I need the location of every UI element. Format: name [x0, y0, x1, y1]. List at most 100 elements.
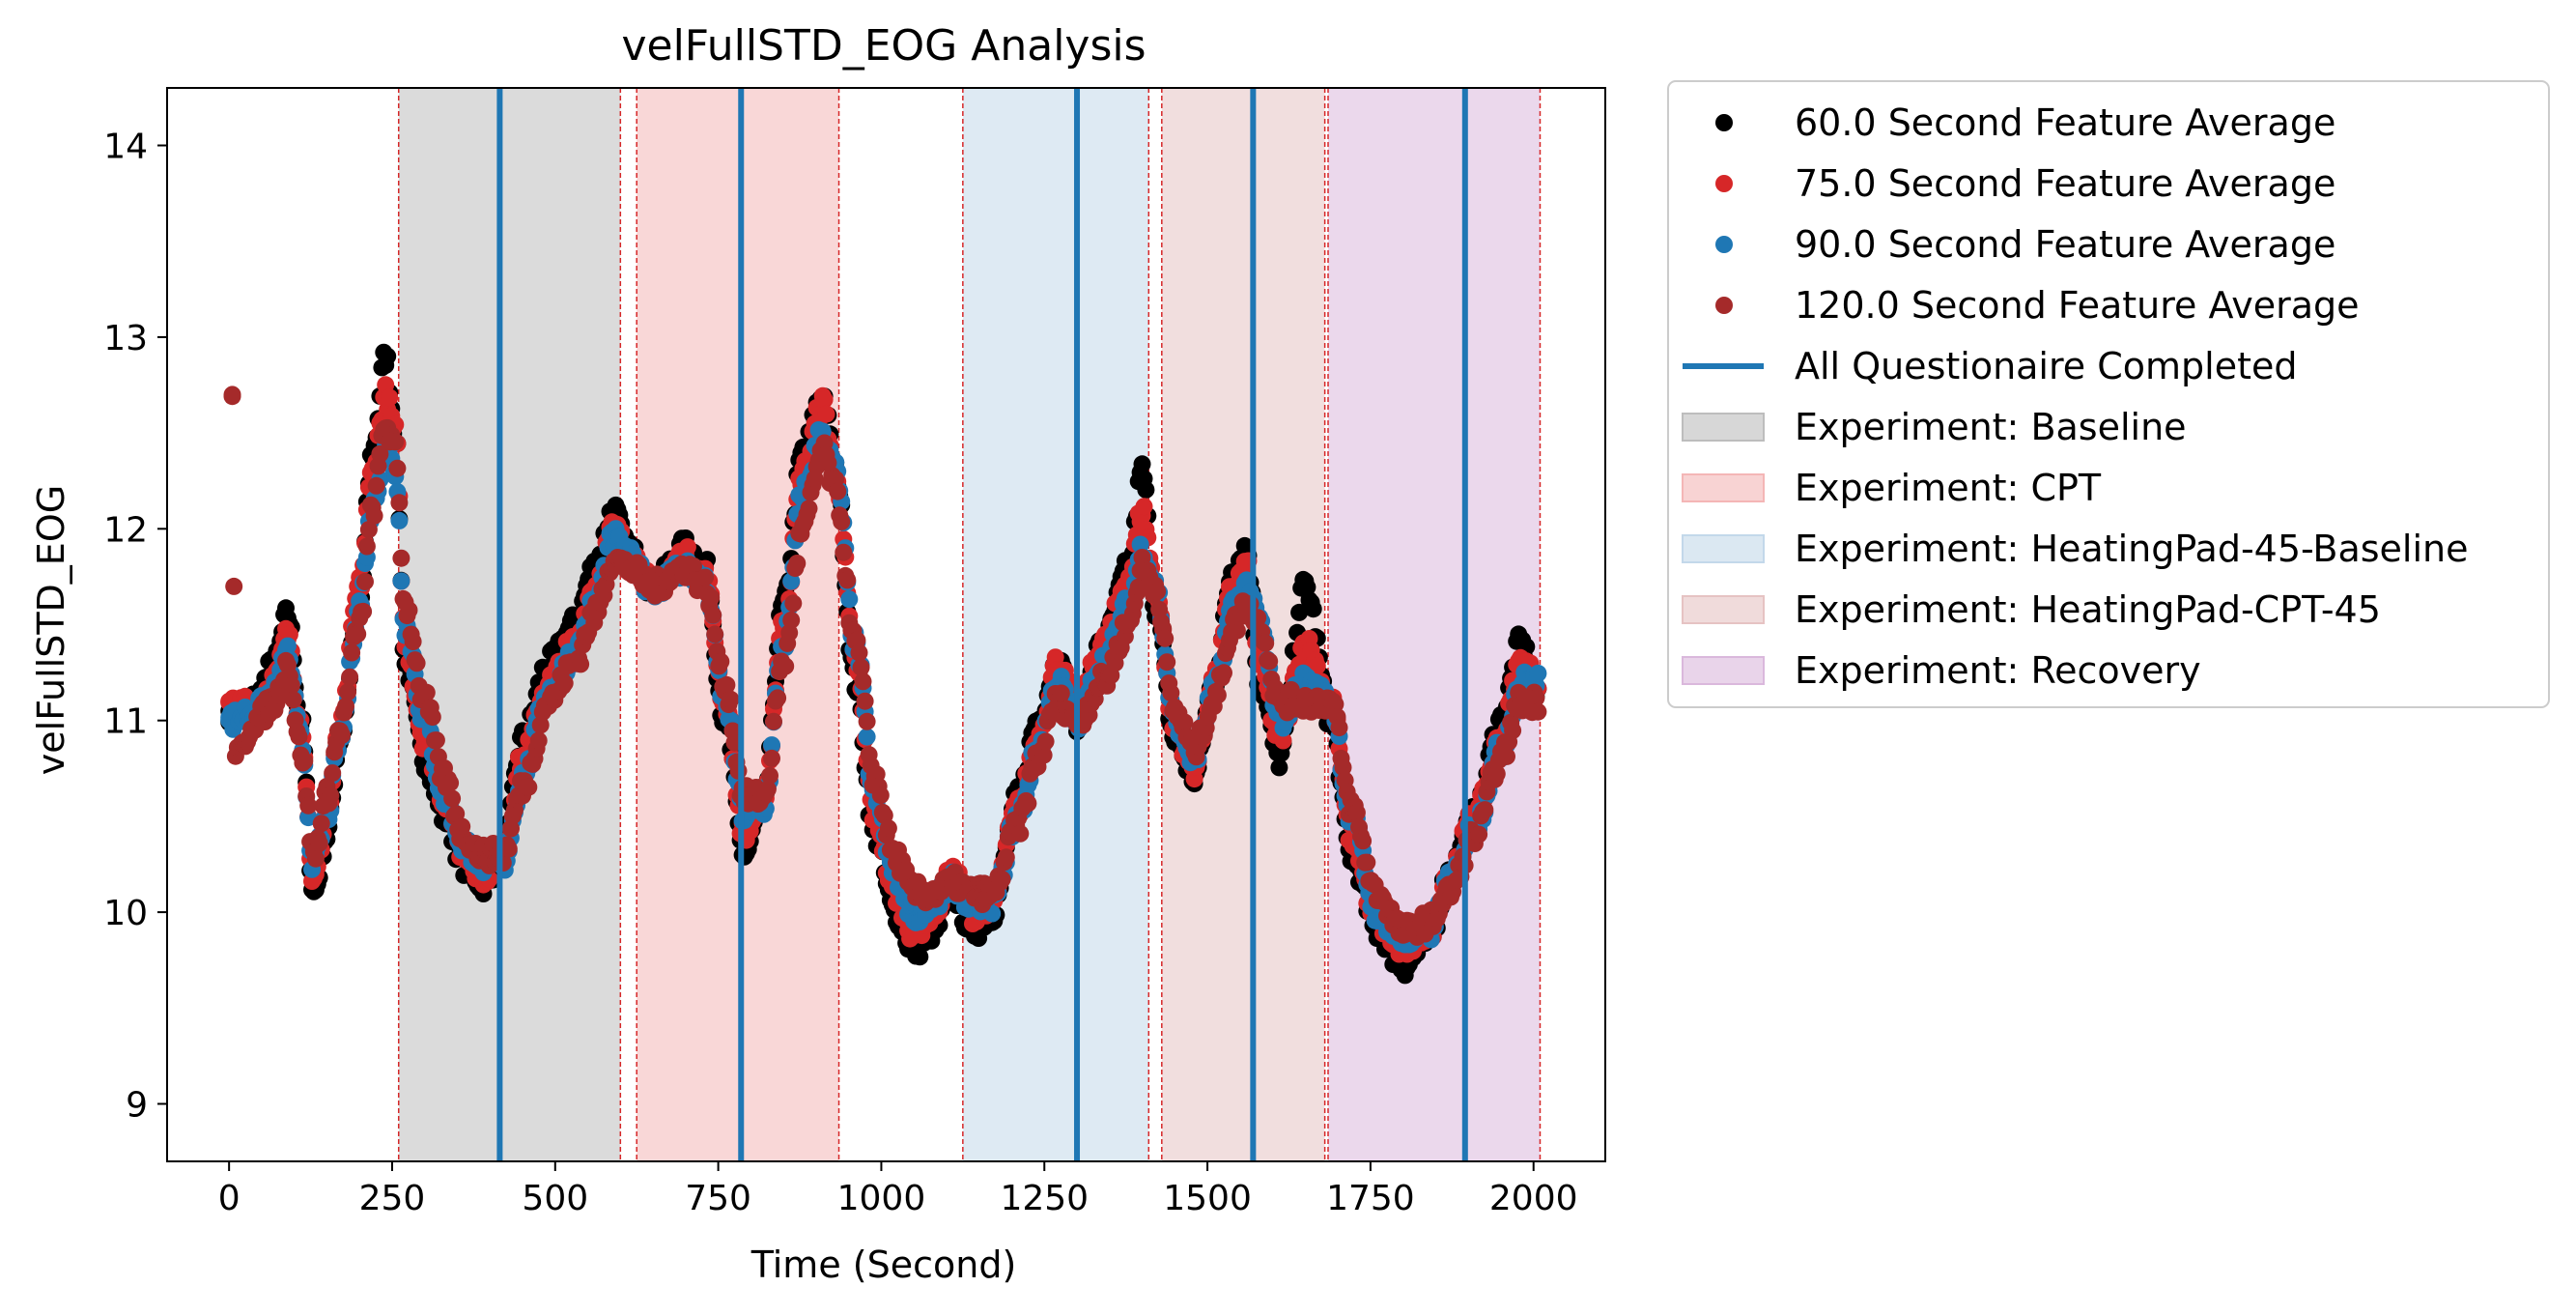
data-point: [322, 786, 340, 805]
data-point: [225, 577, 243, 595]
data-point: [1137, 480, 1155, 499]
data-point: [702, 588, 721, 607]
data-point: [1529, 664, 1547, 682]
data-point: [1270, 758, 1288, 777]
data-point: [290, 728, 308, 746]
data-point: [310, 834, 328, 852]
data-point: [829, 482, 847, 500]
data-point: [1036, 732, 1055, 751]
plot-frame: [166, 87, 1606, 1162]
data-point: [784, 594, 803, 613]
data-point: [1476, 801, 1494, 819]
legend-label: All Questionaire Completed: [1795, 345, 2298, 387]
x-tick-label: 1750: [1326, 1179, 1415, 1218]
data-point: [763, 736, 780, 755]
data-point: [278, 637, 297, 655]
data-point: [1470, 825, 1488, 843]
data-point: [408, 654, 426, 672]
x-tick-label: 1250: [1000, 1179, 1089, 1218]
legend-item: 90.0 Second Feature Average: [1715, 223, 2335, 266]
legend-item: 75.0 Second Feature Average: [1715, 162, 2335, 205]
data-point: [852, 658, 870, 676]
data-point: [417, 683, 436, 701]
data-point: [371, 444, 389, 463]
data-point: [1487, 764, 1506, 783]
data-point: [337, 697, 354, 715]
data-point: [769, 689, 787, 707]
y-tick-label: 10: [103, 894, 148, 933]
data-point: [572, 655, 590, 673]
y-tick-label: 9: [126, 1085, 148, 1125]
data-point: [349, 625, 367, 643]
data-point: [357, 537, 376, 556]
data-point: [299, 809, 318, 827]
data-point: [835, 543, 853, 561]
legend-label: Experiment: HeatingPad-CPT-45: [1795, 588, 2381, 631]
data-point: [1162, 684, 1180, 702]
data-point: [354, 602, 373, 620]
data-point: [858, 728, 876, 746]
data-point: [529, 731, 548, 750]
data-point: [1228, 621, 1246, 640]
data-point: [815, 390, 834, 409]
x-tick-label: 1000: [837, 1179, 926, 1218]
data-point: [296, 752, 314, 770]
data-point: [722, 690, 740, 708]
data-point: [1215, 664, 1232, 682]
data-point: [531, 716, 550, 734]
data-point: [324, 764, 342, 783]
legend-marker: [1715, 175, 1733, 192]
legend-marker: [1682, 595, 1765, 624]
data-point: [1358, 853, 1376, 872]
x-tick-label: 2000: [1489, 1179, 1578, 1218]
legend-item: 60.0 Second Feature Average: [1715, 101, 2335, 144]
data-point: [1156, 629, 1175, 647]
data-point: [341, 668, 359, 686]
data-point: [1274, 731, 1292, 750]
data-point: [555, 674, 574, 693]
data-point: [854, 672, 872, 691]
data-point: [758, 780, 777, 798]
data-point: [1282, 681, 1300, 699]
y-tick-label: 13: [103, 319, 148, 358]
data-point: [1133, 455, 1151, 473]
experiment-span-4-0: [1328, 88, 1541, 1161]
legend-item: Experiment: Baseline: [1682, 406, 2187, 448]
data-point: [1527, 689, 1545, 707]
data-point: [879, 819, 897, 838]
legend-label: 120.0 Second Feature Average: [1795, 284, 2360, 327]
data-point: [388, 459, 407, 477]
legend-marker: [1682, 534, 1765, 563]
data-point: [1347, 804, 1366, 822]
legend-item: Experiment: HeatingPad-45-Baseline: [1682, 528, 2469, 570]
data-point: [706, 625, 724, 643]
data-point: [284, 691, 302, 709]
data-points: [220, 343, 1547, 985]
data-point: [312, 815, 330, 833]
data-point: [381, 388, 399, 407]
x-tick-label: 250: [359, 1179, 426, 1218]
data-point: [365, 506, 383, 525]
data-point: [499, 840, 518, 858]
series-3: [223, 386, 1547, 946]
data-point: [718, 675, 736, 694]
data-point: [282, 676, 300, 695]
x-tick-label: 0: [218, 1179, 241, 1218]
data-point: [390, 511, 409, 529]
legend-label: Experiment: CPT: [1795, 467, 2102, 509]
x-axis: 0 250 500 750 1000 1250 1500 1750 2000: [218, 1161, 1578, 1218]
data-point: [359, 521, 378, 539]
legend-marker: [1715, 297, 1733, 314]
data-point: [1260, 652, 1279, 671]
data-point: [1354, 832, 1373, 850]
data-point: [1334, 758, 1352, 777]
x-axis-title: Time (Second): [750, 1244, 1017, 1286]
data-point: [333, 726, 351, 744]
data-point: [856, 692, 874, 710]
data-point: [1290, 603, 1309, 621]
legend-item: 120.0 Second Feature Average: [1715, 284, 2360, 327]
data-point: [1052, 684, 1070, 702]
data-point: [343, 643, 361, 662]
legend-marker: [1682, 473, 1765, 502]
legend-item: Experiment: HeatingPad-CPT-45: [1682, 588, 2381, 631]
